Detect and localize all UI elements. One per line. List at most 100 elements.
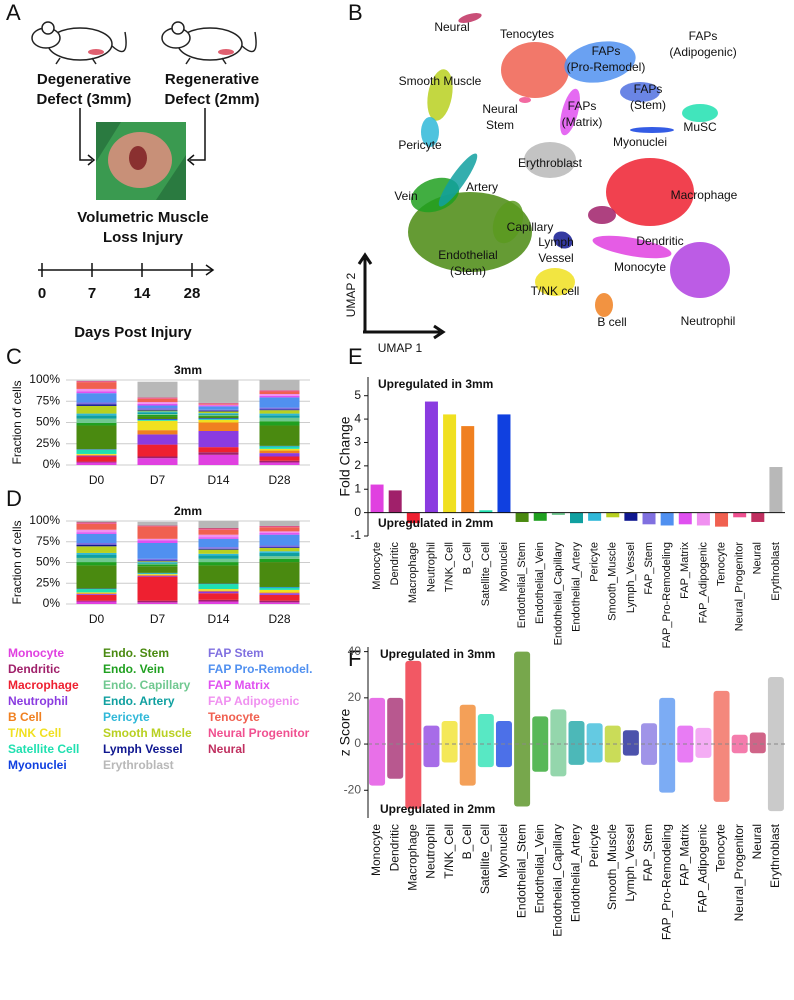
legend-entry: FAP Pro-Remodel. [208, 662, 312, 676]
bracket-arrows [79, 108, 206, 166]
injury-label: Volumetric Muscle [77, 209, 208, 226]
x-tick-label: Erythroblast [770, 542, 782, 601]
umap-label: Lymph [538, 235, 574, 249]
x-tick-label: Pericyte [587, 824, 601, 868]
x-tick-label: FAP_Stem [643, 542, 655, 595]
bar-segment [137, 575, 178, 577]
bar [660, 512, 674, 526]
x-tick-label: Endothelial_Vein [534, 542, 546, 624]
bar-segment [259, 413, 300, 416]
umap-cluster [438, 153, 478, 207]
bar-segment [137, 600, 178, 603]
bar-segment [198, 415, 239, 417]
x-tick-label: D28 [268, 473, 290, 487]
z-range [514, 651, 531, 807]
bar-segment [198, 380, 239, 403]
bar-segment [198, 565, 239, 584]
x-tick-label: Endothelial_Vein [532, 824, 546, 913]
left-label: Defect (3mm) [36, 91, 131, 108]
bar [461, 426, 475, 513]
right-label: Defect (2mm) [164, 91, 259, 108]
legend-entry: FAP Stem [208, 646, 264, 660]
bar-segment [259, 592, 300, 594]
bar [642, 512, 656, 525]
umap-label: FAPs [592, 44, 621, 58]
umap-label: MuSC [683, 120, 717, 134]
bar-segment [76, 592, 117, 594]
y-tick-label: 100% [29, 513, 60, 527]
umap-cluster [501, 42, 569, 98]
x-tick-label: D14 [207, 612, 229, 626]
chart-title: 2mm [174, 504, 202, 518]
bar-segment [76, 533, 117, 543]
x-tick-label: Endothelial_Capillary [551, 824, 565, 937]
bar-segment [259, 556, 300, 559]
umap-cluster [595, 293, 613, 317]
umap-label: Erythroblast [518, 156, 583, 170]
bar-segment [259, 415, 300, 418]
x-tick-label: Smooth_Muscle [605, 824, 619, 910]
umap-axes [357, 252, 446, 340]
bar-segment [198, 406, 239, 410]
x-tick-label: Endothelial_Artery [570, 542, 582, 632]
umap-cluster [519, 97, 531, 103]
bar-segment [137, 405, 178, 409]
bar-segment [259, 391, 300, 395]
bar-segment [198, 547, 239, 549]
bar-segment [137, 408, 178, 410]
x-tick-label: Neural_Progenitor [734, 542, 746, 632]
x-tick-label: FAP_Matrix [677, 824, 691, 886]
legend-entry: Neural Progenitor [208, 726, 310, 740]
bar-segment [259, 526, 300, 528]
x-tick-label: Tenocyte [714, 824, 728, 872]
y-tick-label: 0% [43, 596, 61, 610]
bar-segment [259, 397, 300, 408]
bar-segment [198, 411, 239, 414]
bar-segment [259, 533, 300, 535]
bar-segment [198, 549, 239, 554]
injury-label: Loss Injury [103, 229, 184, 246]
bar-segment [76, 422, 117, 426]
legend-entry: Myonuclei [8, 758, 67, 772]
bar-segment [76, 589, 117, 593]
bar [696, 512, 710, 526]
legend-entry: Macrophage [8, 678, 79, 692]
x-tick-label: FAP_Adipogenic [696, 824, 710, 913]
bar-segment [137, 414, 178, 417]
bar-segment [259, 448, 300, 451]
bar-segment [198, 584, 239, 590]
umap-cluster [492, 200, 524, 244]
bar-segment [198, 452, 239, 455]
x-tick-label: FAP_Matrix [679, 542, 691, 599]
bar [443, 414, 457, 513]
umap-label: B cell [597, 315, 626, 329]
bar-segment [259, 450, 300, 454]
bar-segment [76, 593, 117, 595]
z-range [477, 714, 494, 768]
bar-segment [137, 420, 178, 431]
timeline-tick-label: 28 [184, 285, 201, 302]
x-tick-label: Endothelial_Artery [569, 824, 583, 922]
bar-segment [198, 419, 239, 423]
umap-cluster [588, 206, 616, 224]
panel-letter: C [6, 344, 22, 369]
legend-entry: FAP Matrix [208, 678, 270, 692]
y-tick-label: 25% [36, 436, 60, 450]
x-tick-label: Neural [752, 542, 764, 574]
umap-cluster [682, 104, 718, 122]
z-range [604, 725, 621, 763]
umap-label: FAPs [634, 82, 663, 96]
bar [751, 512, 765, 522]
umap-cluster [524, 142, 576, 178]
y-tick-label: -1 [350, 528, 361, 542]
bar-segment [198, 414, 239, 416]
umap-cluster [630, 127, 674, 133]
bar-segment [76, 393, 117, 403]
y-tick-label: 3 [354, 435, 361, 449]
umap-label: T/NK cell [531, 284, 580, 298]
legend-entry: Endo. Vein [103, 662, 164, 676]
x-tick-label: Endothelial_Stem [516, 542, 528, 628]
bar-segment [259, 587, 300, 590]
bar-segment [137, 410, 178, 412]
bar-segment [76, 391, 117, 394]
